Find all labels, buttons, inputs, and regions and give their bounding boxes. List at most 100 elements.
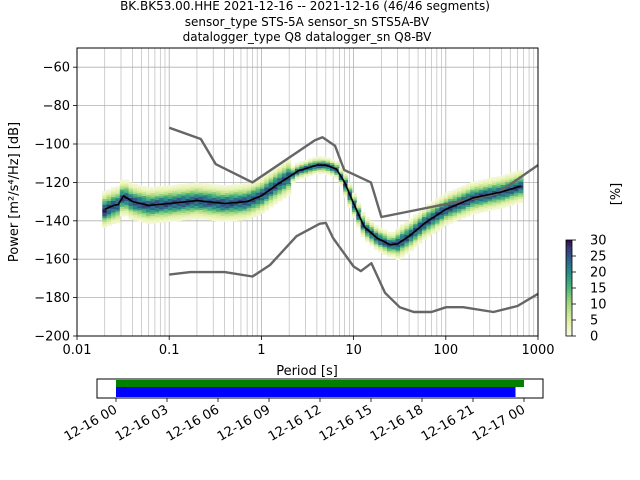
pdf-cell (273, 188, 278, 191)
pdf-cell (141, 186, 147, 189)
low-noise-model-line (169, 221, 539, 314)
pdf-cell (303, 165, 309, 168)
pdf-cell (470, 183, 476, 186)
pdf-cell (220, 213, 226, 217)
pdf-cell (474, 211, 480, 214)
pdf-cell (474, 203, 480, 206)
pdf-cell (461, 208, 467, 211)
pdf-cell (343, 193, 349, 196)
pdf-cell (216, 196, 222, 199)
pdf-cell (294, 174, 300, 177)
pdf-cell (347, 195, 353, 199)
pdf-cell (259, 199, 265, 203)
pdf-cell (448, 219, 454, 222)
pdf-cell (106, 189, 112, 192)
pdf-cell (172, 215, 178, 218)
pdf-cell (238, 193, 243, 196)
pdf-cell (513, 200, 519, 203)
pdf-cell (251, 194, 257, 197)
pdf-cell (203, 206, 208, 209)
pdf-cell (255, 203, 261, 207)
pdf-cell (124, 187, 130, 190)
pdf-cell (181, 199, 187, 202)
pdf-cell (421, 218, 427, 221)
pdf-cell (329, 162, 335, 165)
pdf-cell (299, 164, 305, 168)
pdf-cell (211, 188, 217, 191)
pdf-cell (492, 207, 497, 211)
pdf-cell (181, 206, 187, 210)
pdf-cell (286, 181, 292, 185)
pdf-cell (224, 215, 230, 218)
pdf-cell (172, 217, 178, 220)
pdf-cell (216, 209, 222, 212)
pdf-cell (496, 197, 502, 200)
pdf-cell (224, 185, 230, 188)
pdf-cell (496, 180, 502, 183)
pdf-cell (229, 184, 235, 187)
pdf-cell (391, 239, 397, 242)
pdf-cell (154, 201, 160, 204)
pdf-cell (294, 168, 300, 171)
pdf-cell (338, 183, 344, 186)
pdf-cell (430, 203, 436, 206)
pdf-cell (211, 212, 217, 216)
pdf-cell (172, 196, 178, 199)
pdf-cell (181, 212, 187, 215)
pdf-cell (439, 224, 445, 227)
pdf-cell (220, 190, 226, 194)
pdf-cell (483, 200, 489, 203)
pdf-cell (421, 232, 427, 235)
pdf-cell (281, 182, 287, 186)
pdf-cell (439, 207, 445, 210)
pdf-cell (343, 174, 349, 177)
pdf-cell (378, 227, 384, 230)
pdf-cell (356, 219, 362, 222)
pdf-cell (373, 234, 379, 237)
pdf-cell (220, 194, 226, 197)
pdf-cell (264, 179, 270, 182)
pdf-cell (106, 210, 112, 213)
pdf-cell (430, 230, 436, 233)
pdf-cell (426, 232, 432, 236)
pdf-cell (181, 204, 187, 208)
pdf-cell (417, 228, 423, 231)
pdf-cell (325, 170, 331, 173)
pdf-cell (500, 186, 506, 189)
pdf-cell (518, 189, 524, 192)
pdf-cell (334, 174, 340, 177)
pdf-cell (496, 185, 502, 189)
pdf-cell (290, 177, 296, 180)
pdf-cell (251, 209, 257, 212)
pdf-cell (395, 250, 401, 253)
pdf-cell (286, 164, 292, 167)
pdf-cell (474, 182, 480, 185)
pdf-cell (391, 231, 397, 235)
pdf-cell (128, 205, 134, 208)
pdf-cell (290, 165, 296, 168)
pdf-cell (400, 229, 405, 233)
pdf-cell (404, 248, 410, 251)
pdf-cell (413, 245, 419, 248)
pdf-cell (203, 217, 208, 221)
pdf-cell (106, 214, 112, 217)
pdf-cell (448, 200, 454, 203)
pdf-cell (421, 235, 427, 239)
pdf-cell (509, 201, 515, 204)
x-tick-label: 0.1 (159, 343, 180, 358)
pdf-cell (102, 210, 108, 213)
pdf-cell (443, 213, 449, 217)
pdf-cell (207, 210, 213, 213)
pdf-cell (369, 220, 375, 224)
pdf-cell (172, 188, 178, 191)
pdf-cell (111, 202, 116, 205)
pdf-cell (286, 189, 292, 192)
pdf-cell (448, 215, 454, 219)
pdf-cell (268, 195, 274, 198)
pdf-cell (150, 221, 156, 224)
pdf-cell (268, 199, 274, 202)
pdf-cell (185, 210, 191, 213)
pdf-cell (150, 202, 156, 205)
pdf-cell (203, 190, 208, 194)
pdf-cell (137, 204, 143, 207)
